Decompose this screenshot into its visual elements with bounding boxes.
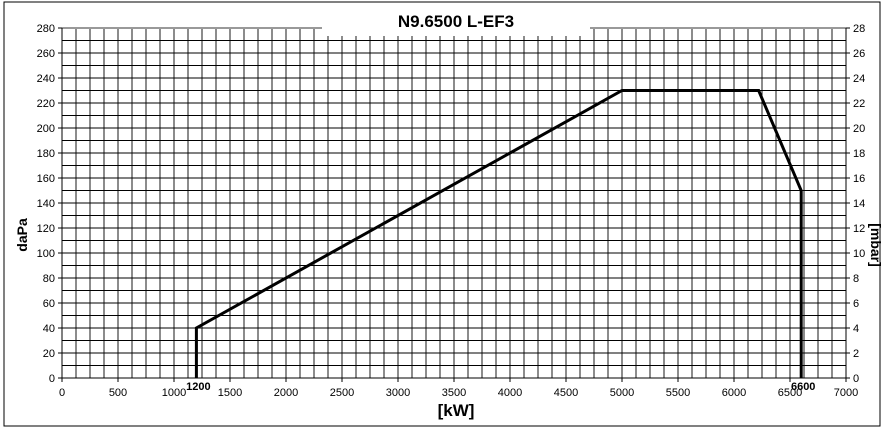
y-right-tick-label: 28 <box>853 23 865 35</box>
y-left-tick-label: 240 <box>37 73 55 85</box>
x-tick-label: 0 <box>59 387 65 399</box>
y-left-tick-label: 280 <box>37 23 55 35</box>
x-tick-label: 5000 <box>610 387 634 399</box>
y-right-tick-label: 24 <box>853 73 865 85</box>
y-right-tick-label: 18 <box>853 148 865 160</box>
x-tick-label: 4000 <box>498 387 522 399</box>
title-box <box>322 8 590 36</box>
x-tick-label: 5500 <box>666 387 690 399</box>
y-right-tick-label: 8 <box>853 273 859 285</box>
y-left-tick-label: 80 <box>43 273 55 285</box>
y-left-tick-label: 180 <box>37 148 55 160</box>
x-tick-label: 2500 <box>330 387 354 399</box>
x-tick-label: 6000 <box>722 387 746 399</box>
y-left-tick-label: 0 <box>49 373 55 385</box>
x-tick-label: 3500 <box>442 387 466 399</box>
y-right-tick-label: 0 <box>853 373 859 385</box>
y-axis-label-right: [mbar] <box>868 223 884 267</box>
y-left-tick-label: 140 <box>37 198 55 210</box>
y-right-tick-label: 6 <box>853 298 859 310</box>
y-right-tick-label: 10 <box>853 248 865 260</box>
y-right-tick-label: 16 <box>853 173 865 185</box>
x-tick-label: 7000 <box>834 387 858 399</box>
y-right-tick-label: 4 <box>853 323 859 335</box>
y-left-tick-label: 100 <box>37 248 55 260</box>
x-tick-label: 3000 <box>386 387 410 399</box>
grid <box>62 28 846 378</box>
y-left-tick-label: 120 <box>37 223 55 235</box>
y-right-tick-label: 2 <box>853 348 859 360</box>
y-right-tick-label: 12 <box>853 223 865 235</box>
y-right-tick-label: 22 <box>853 98 865 110</box>
y-left-tick-label: 220 <box>37 98 55 110</box>
y-left-tick-label: 160 <box>37 173 55 185</box>
annotation-label: 6600 <box>791 381 815 393</box>
y-axis-label-left: daPa <box>14 218 30 252</box>
x-tick-label: 2000 <box>274 387 298 399</box>
y-left-tick-label: 260 <box>37 48 55 60</box>
x-tick-label: 1500 <box>218 387 242 399</box>
x-axis-label: [kW] <box>438 401 475 420</box>
x-tick-label: 1000 <box>162 387 186 399</box>
series-line <box>194 89 803 378</box>
y-left-tick-label: 20 <box>43 348 55 360</box>
y-right-tick-label: 14 <box>853 198 865 210</box>
x-tick-label: 6500 <box>778 387 802 399</box>
y-left-tick-label: 60 <box>43 298 55 310</box>
y-right-tick-label: 26 <box>853 48 865 60</box>
annotation-label: 1200 <box>186 381 210 393</box>
annotations: 1200 6600 <box>186 381 815 393</box>
series <box>194 89 803 378</box>
y-left-tick-label: 40 <box>43 323 55 335</box>
y-left-tick-label: 200 <box>37 123 55 135</box>
x-tick-label: 500 <box>109 387 127 399</box>
y-right-tick-label: 20 <box>853 123 865 135</box>
x-tick-label: 4500 <box>554 387 578 399</box>
chart-title: N9.6500 L-EF3 <box>398 12 514 31</box>
tick-labels: 0 500 1000 1500 2000 2500 3000 3500 4000 4500 5000… <box>37 23 866 399</box>
